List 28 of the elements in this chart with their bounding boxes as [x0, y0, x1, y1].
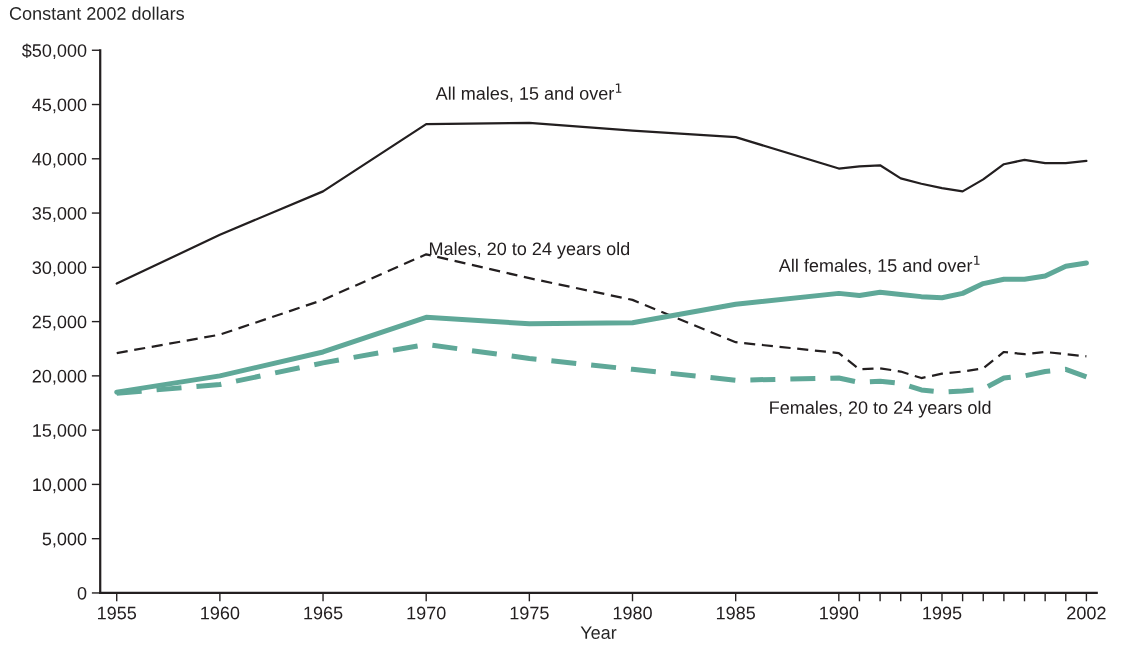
y-tick-label: 10,000: [33, 478, 87, 494]
x-tick-label: 1975: [510, 606, 549, 620]
x-tick-label: 1995: [923, 606, 962, 620]
y-tick-label: 25,000: [32, 315, 87, 331]
x-tick-label: 1970: [407, 606, 446, 620]
y-tick-label: 5,000: [42, 532, 87, 548]
series-label: Females, 20 to 24 years old: [770, 400, 991, 418]
y-tick-label: 30,000: [32, 261, 87, 277]
series-label: Males, 20 to 24 years old: [429, 241, 630, 259]
y-axis-title: Constant 2002 dollars: [9, 6, 185, 20]
x-tick-label: 1990: [820, 606, 859, 620]
series-label: All females, 15 and over$^{1}$: [778, 255, 980, 275]
series-label: All males, 15 and over$^{1}$: [435, 83, 622, 102]
y-tick-label: 40,000: [32, 152, 87, 168]
y-tick-label: 35,000: [32, 206, 87, 222]
x-tick-label: 2002: [1067, 606, 1106, 620]
line-series: [115, 121, 1088, 285]
x-tick-label: 1965: [304, 606, 343, 620]
x-axis-title: Year: [580, 626, 617, 640]
x-tick-label: 1960: [201, 606, 240, 620]
y-tick-label: 0: [77, 586, 87, 600]
y-tick-label: 15,000: [33, 424, 87, 439]
y-tick-label: 45,000: [32, 98, 87, 114]
x-tick-label: 1955: [98, 606, 137, 620]
x-tick-label: 1985: [716, 606, 755, 620]
y-tick-label: 20,000: [32, 369, 87, 385]
y-tick-label: $50,000: [21, 43, 87, 60]
x-tick-label: 1980: [613, 606, 652, 620]
